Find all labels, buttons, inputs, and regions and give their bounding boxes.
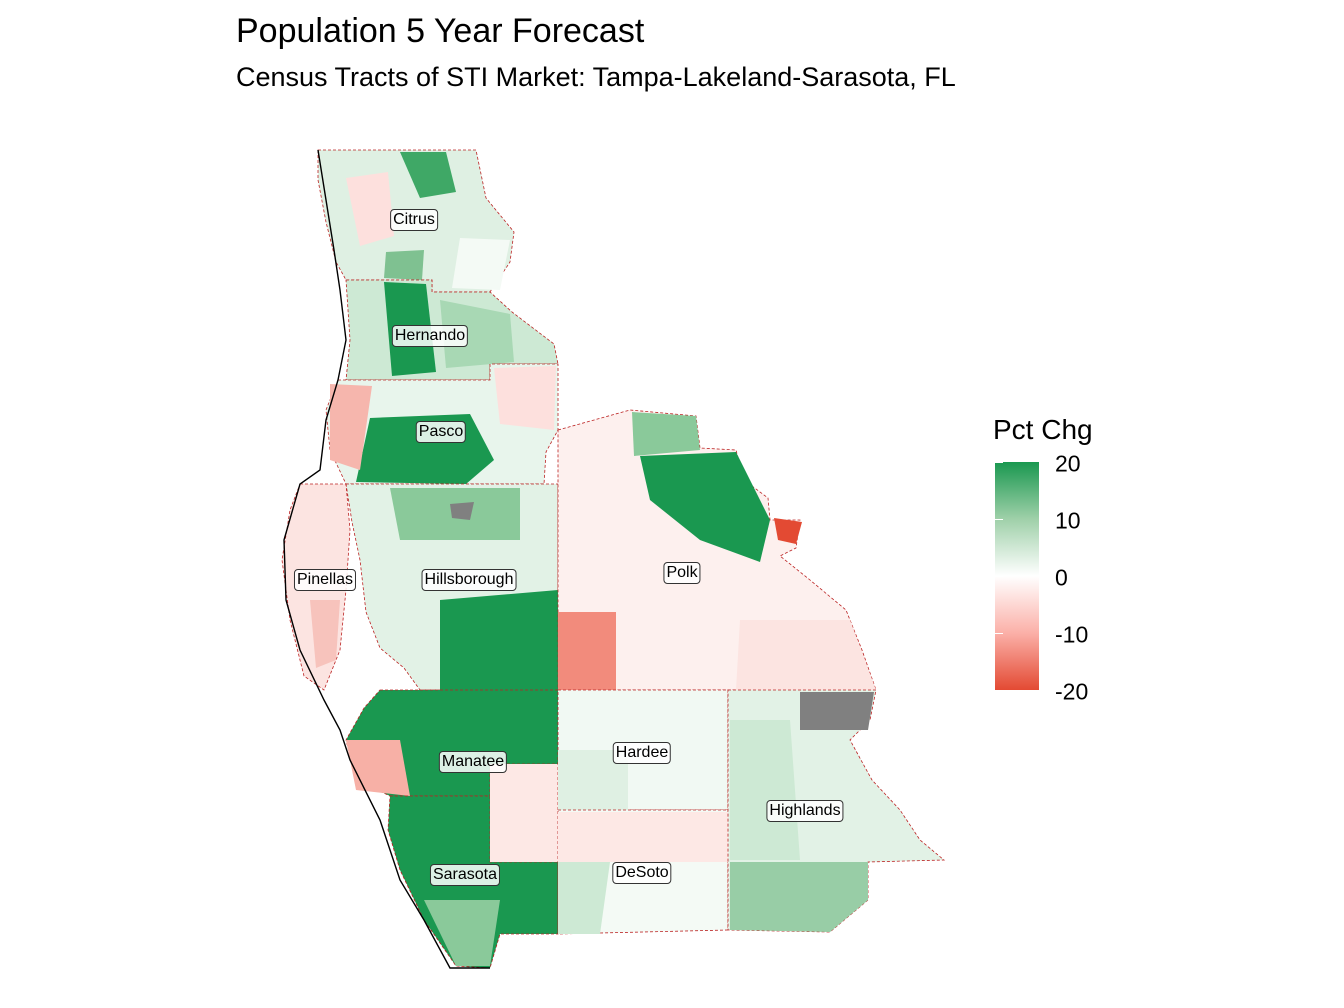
tract-highlands-west xyxy=(730,720,800,860)
legend-tick-label: 20 xyxy=(1055,450,1081,477)
tract-polk-north xyxy=(632,412,700,456)
tract-citrus-west xyxy=(346,172,394,246)
county-label: Hillsborough xyxy=(421,569,517,591)
legend-tickmark xyxy=(995,519,1003,520)
county-label: Polk xyxy=(663,562,701,584)
tract-hillsborough-na xyxy=(450,502,474,520)
county-label: DeSoto xyxy=(612,862,672,884)
legend-tickmark xyxy=(995,462,1003,463)
legend-tickmark xyxy=(995,690,1003,691)
county-label: Pasco xyxy=(415,421,467,443)
chart-title: Population 5 Year Forecast xyxy=(236,12,645,50)
legend-tick-label: 10 xyxy=(1055,507,1081,534)
tract-polk-northeast xyxy=(640,452,770,562)
chart-subtitle: Census Tracts of STI Market: Tampa-Lakel… xyxy=(236,62,956,92)
tract-desoto-west xyxy=(558,862,610,934)
county-label: Pinellas xyxy=(293,569,357,591)
coastline xyxy=(283,149,490,969)
legend-tickmark xyxy=(995,576,1003,577)
tract-citrus-east xyxy=(452,238,510,290)
county-label: Manatee xyxy=(438,751,508,773)
legend-tick-label: -20 xyxy=(1055,678,1089,705)
county-label: Citrus xyxy=(390,209,438,231)
tract-pasco-northeast xyxy=(494,366,556,430)
legend-title: Pct Chg xyxy=(993,414,1093,445)
legend-tickmark xyxy=(995,633,1003,634)
tract-citrus-north xyxy=(400,152,456,198)
tract-citrus-south xyxy=(384,250,424,280)
tract-polk-south xyxy=(736,620,876,690)
county-label: Hardee xyxy=(612,742,672,764)
tract-highlands-south xyxy=(730,862,868,932)
county-label: Highlands xyxy=(766,800,844,822)
tract-sarasota-south xyxy=(424,900,500,966)
tract-polk-southwest xyxy=(558,612,616,690)
county-label: Hernando xyxy=(391,325,469,347)
tract-polk-na xyxy=(774,518,802,544)
legend-tick-label: 0 xyxy=(1055,564,1068,591)
tract-highlands-na xyxy=(800,692,874,730)
tract-pasco-coast xyxy=(330,384,372,470)
tract-hernando-east xyxy=(440,300,514,368)
legend-tick-label: -10 xyxy=(1055,621,1089,648)
tract-hillsborough-southeast xyxy=(440,590,558,690)
tract-manatee-coast xyxy=(346,740,410,796)
tract-manatee-east xyxy=(490,764,558,862)
county-label: Sarasota xyxy=(429,864,501,886)
tract-desoto-north xyxy=(558,812,728,862)
tract-pinellas-south xyxy=(310,600,340,668)
tract-hardee-west xyxy=(558,750,628,810)
